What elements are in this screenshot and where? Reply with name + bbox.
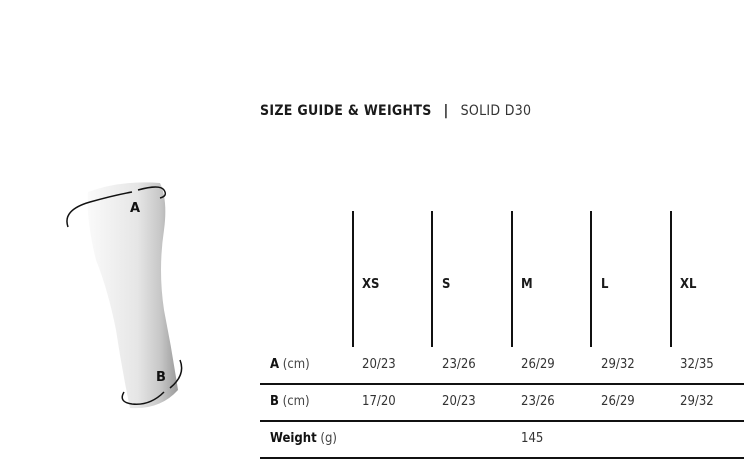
title-main: SIZE GUIDE & WEIGHTS [260,103,432,119]
size-header-m: M [521,277,533,292]
row-label-unit: (cm) [282,394,310,409]
measure-b-arrow-icon [121,391,165,405]
page-title: SIZE GUIDE & WEIGHTS | SOLID D30 [260,103,531,119]
column-divider [511,211,513,347]
size-header-l: L [601,277,609,292]
column-divider [431,211,433,347]
measure-b-arrow-icon [169,359,183,389]
row-label: B (cm) [270,394,310,409]
sleeve-shape [87,182,178,409]
row-divider [260,457,744,459]
measure-a-arrow-icon [137,186,167,199]
measure-a-arrow-icon [66,191,133,228]
table-cell: 32/35 [680,357,714,372]
row-label-name: A [270,357,280,372]
table-cell: 29/32 [601,357,635,372]
row-divider [260,383,744,385]
label-a: A [130,201,140,216]
row-label-name: B [270,394,279,409]
table-cell: 29/32 [680,394,714,409]
title-product: SOLID D30 [460,103,532,119]
size-header-s: S [442,277,451,292]
column-divider [590,211,592,347]
row-label: A (cm) [270,357,310,372]
column-divider [352,211,354,347]
row-label-unit: (g) [320,431,337,446]
table-cell: 23/26 [521,394,555,409]
column-divider [670,211,672,347]
table-cell: 23/26 [442,357,476,372]
table-cell: 20/23 [362,357,396,372]
title-separator: | [443,103,449,119]
table-cell: 17/20 [362,394,396,409]
table-cell: 145 [521,431,544,446]
size-header-xs: XS [362,277,380,292]
size-header-xl: XL [680,277,697,292]
row-divider [260,420,744,422]
table-cell: 26/29 [601,394,635,409]
row-label-unit: (cm) [282,357,310,372]
table-cell: 26/29 [521,357,555,372]
row-label: Weight (g) [270,431,337,446]
table-cell: 20/23 [442,394,476,409]
label-b: B [156,370,166,385]
row-label-name: Weight [270,431,317,446]
knee-sleeve-illustration: A B [66,182,183,409]
